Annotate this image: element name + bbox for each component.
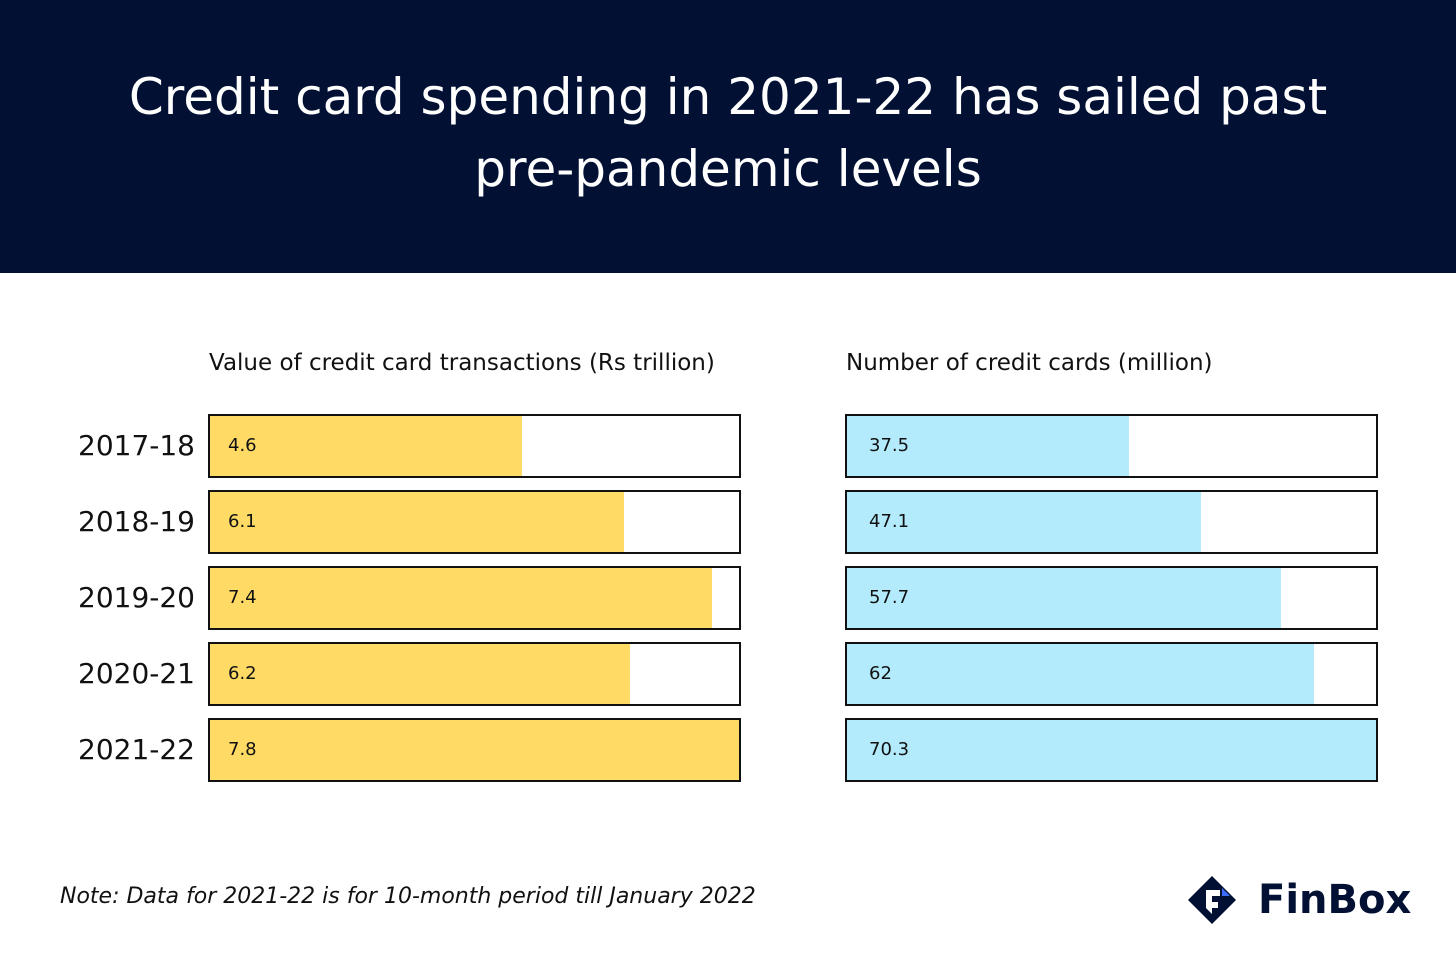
cards-bar-track: 37.5 [845, 414, 1378, 478]
transactions-bar-value-label: 6.1 [228, 511, 257, 532]
category-label: 2021-22 [78, 733, 195, 766]
transactions-bar [210, 720, 739, 780]
cards-bar-value-label: 70.3 [869, 739, 910, 760]
transactions-chart-title: Value of credit card transactions (Rs tr… [209, 350, 715, 376]
transactions-bar [210, 644, 631, 704]
transactions-bar [210, 492, 624, 552]
category-label: 2017-18 [78, 429, 195, 462]
transactions-bar-value-label: 7.8 [228, 739, 257, 760]
category-label: 2018-19 [78, 505, 195, 538]
cards-bar [847, 568, 1282, 628]
transactions-bar-value-label: 7.4 [228, 587, 257, 608]
cards-bar [847, 644, 1314, 704]
transactions-bar-track: 7.8 [208, 718, 741, 782]
footnote: Note: Data for 2021-22 is for 10-month p… [60, 884, 756, 909]
cards-bar-track: 70.3 [845, 718, 1378, 782]
brand-name: FinBox [1258, 877, 1412, 923]
transactions-bar-track: 6.2 [208, 642, 741, 706]
category-label: 2020-21 [78, 657, 195, 690]
transactions-bar [210, 416, 522, 476]
transactions-bar-value-label: 6.2 [228, 663, 257, 684]
header-banner: Credit card spending in 2021-22 has sail… [0, 0, 1456, 273]
transactions-bar-track: 7.4 [208, 566, 741, 630]
cards-bar-value-label: 47.1 [869, 511, 910, 532]
cards-bar [847, 492, 1202, 552]
cards-bar [847, 720, 1376, 780]
cards-bar-track: 57.7 [845, 566, 1378, 630]
cards-bar [847, 416, 1130, 476]
transactions-bar-value-label: 4.6 [228, 435, 257, 456]
cards-bar-value-label: 37.5 [869, 435, 910, 456]
transactions-bar-track: 4.6 [208, 414, 741, 478]
cards-bar-value-label: 62 [869, 663, 892, 684]
category-label: 2019-20 [78, 581, 195, 614]
page-title: Credit card spending in 2021-22 has sail… [128, 67, 1328, 198]
transactions-bar [210, 568, 712, 628]
cards-bar-value-label: 57.7 [869, 587, 910, 608]
cards-chart-title: Number of credit cards (million) [846, 350, 1213, 376]
finbox-logo: FinBox [1186, 874, 1411, 926]
finbox-logo-icon [1188, 876, 1236, 924]
cards-bar-track: 62 [845, 642, 1378, 706]
transactions-bar-track: 6.1 [208, 490, 741, 554]
cards-bar-track: 47.1 [845, 490, 1378, 554]
